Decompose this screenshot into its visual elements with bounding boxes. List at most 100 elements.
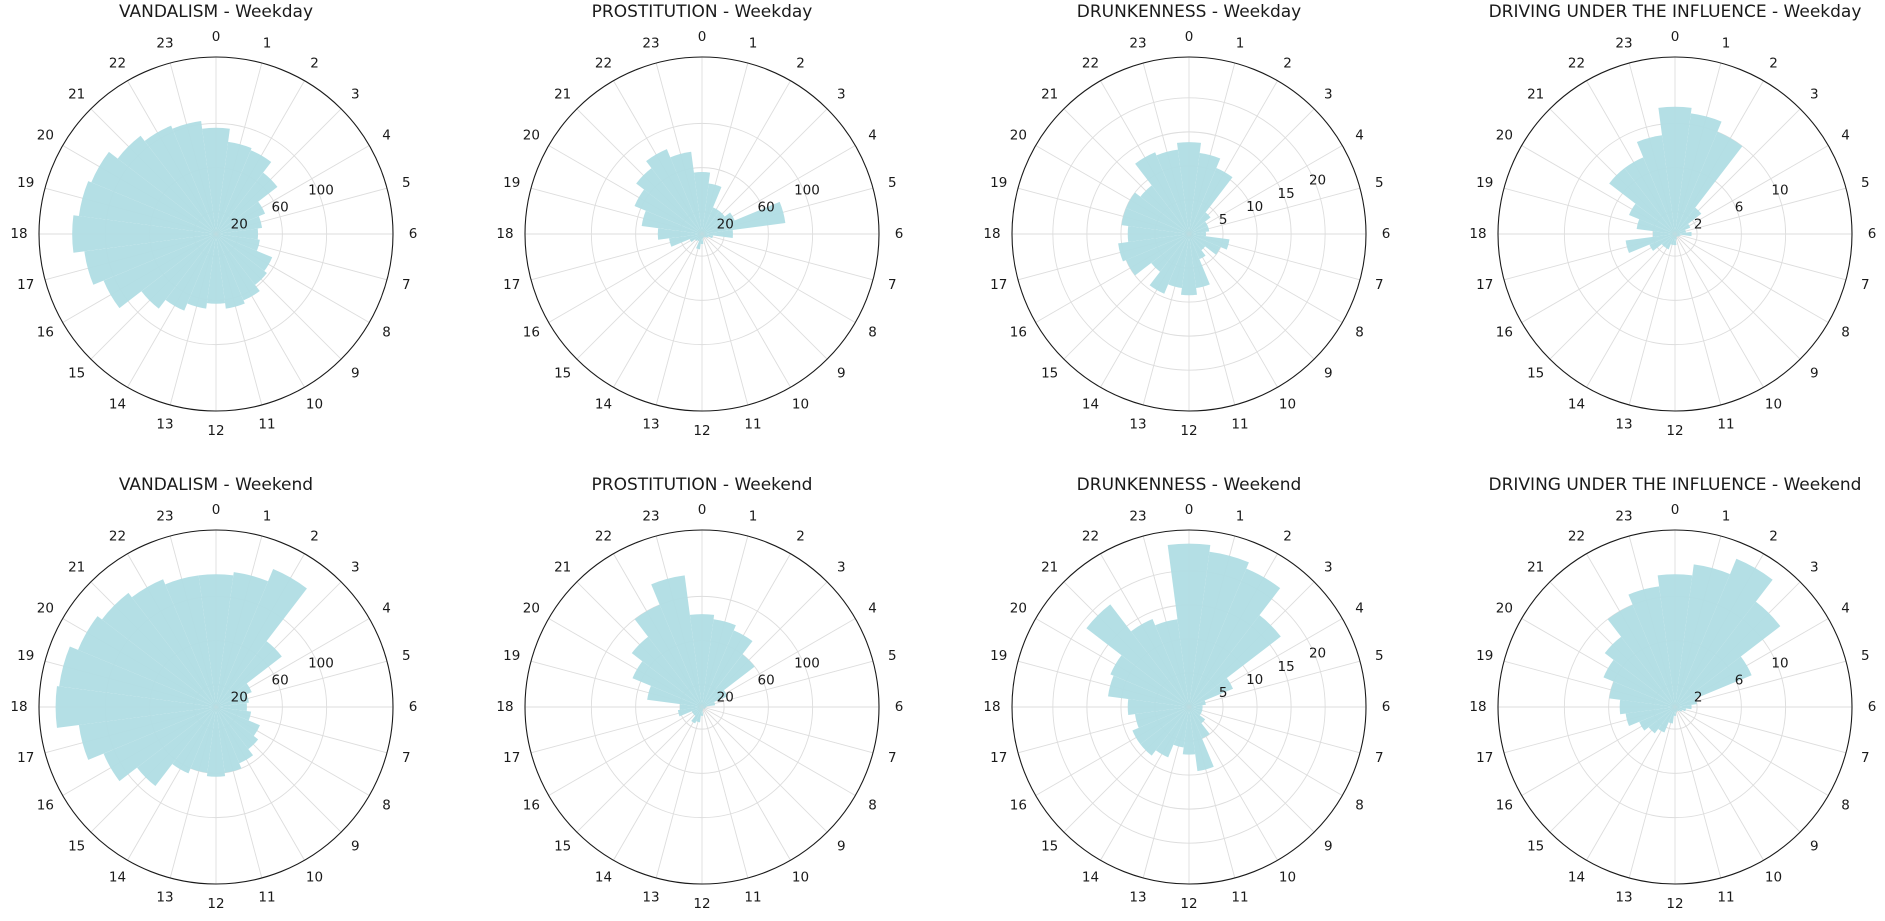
hour-tick-label: 19 xyxy=(1476,175,1493,191)
hour-tick-label: 9 xyxy=(1324,838,1333,854)
hour-tick-label: 18 xyxy=(983,226,1000,242)
bar xyxy=(216,216,263,234)
bar xyxy=(1086,604,1189,707)
bar xyxy=(216,234,260,301)
hour-tick-label: 12 xyxy=(1180,423,1197,439)
radial-tick-label: 15 xyxy=(1278,186,1295,202)
radial-tick-label: 2 xyxy=(1694,216,1703,232)
bar xyxy=(702,183,722,234)
bar xyxy=(1189,705,1203,709)
hour-tick-label: 21 xyxy=(68,87,85,103)
hour-tick-label: 7 xyxy=(1375,750,1384,766)
hour-tick-label: 2 xyxy=(310,55,319,71)
bar xyxy=(1189,677,1234,707)
bar xyxy=(1658,707,1675,733)
bar xyxy=(1675,234,1678,237)
bar xyxy=(651,575,702,707)
bar xyxy=(1668,707,1675,724)
hour-tick-label: 21 xyxy=(68,560,85,576)
hour-tick-label: 9 xyxy=(1810,838,1819,854)
radial-tick-label: 20 xyxy=(1309,646,1326,662)
angular-gridline xyxy=(1188,660,1361,708)
hour-tick-label: 6 xyxy=(409,699,418,715)
hour-tick-label: 8 xyxy=(382,325,391,341)
hour-tick-label: 16 xyxy=(37,798,54,814)
bar xyxy=(689,234,702,243)
radial-tick-label: 20 xyxy=(1309,173,1326,189)
bar xyxy=(1189,221,1208,234)
bar xyxy=(1189,234,1206,260)
bar xyxy=(696,707,702,723)
bar xyxy=(1156,149,1189,234)
hour-tick-label: 23 xyxy=(1129,36,1146,52)
bar xyxy=(55,686,217,728)
radial-tick-label: 6 xyxy=(1735,672,1744,688)
bar xyxy=(679,704,702,710)
hour-tick-label: 12 xyxy=(693,423,710,439)
hour-tick-label: 1 xyxy=(1722,509,1731,525)
bar xyxy=(216,707,252,721)
bar xyxy=(1189,167,1233,234)
bar xyxy=(1664,234,1675,250)
angular-gridline xyxy=(1188,187,1361,235)
polar-chart: 0 123456789101112131415161718192021222320… xyxy=(10,2,417,439)
bar xyxy=(1121,207,1189,234)
bar xyxy=(697,234,702,242)
hour-tick-label: 0 xyxy=(1671,29,1680,45)
bar xyxy=(1167,543,1211,707)
angular-gridline xyxy=(655,233,703,406)
hour-tick-label: 7 xyxy=(402,277,411,293)
hour-tick-label: 15 xyxy=(554,365,571,381)
bar xyxy=(1135,152,1189,234)
bar xyxy=(144,125,216,234)
bar xyxy=(1675,707,1686,712)
bar xyxy=(1609,681,1675,707)
hour-tick-label: 15 xyxy=(554,838,571,854)
bar xyxy=(1675,707,1678,713)
hour-tick-label: 11 xyxy=(1717,889,1734,905)
hour-tick-label: 1 xyxy=(263,509,272,525)
bar xyxy=(646,149,702,234)
angular-gridline xyxy=(576,706,703,833)
bar xyxy=(689,614,715,707)
bar xyxy=(1675,234,1680,237)
radial-tick-label: 20 xyxy=(231,216,248,232)
bar xyxy=(702,690,728,707)
angular-gridline xyxy=(1674,706,1829,796)
hour-tick-label: 1 xyxy=(263,36,272,52)
angular-gridline xyxy=(1674,233,1801,360)
hour-tick-label: 1 xyxy=(749,509,758,525)
hour-tick-label: 13 xyxy=(156,889,173,905)
hour-tick-label: 17 xyxy=(17,750,34,766)
hour-tick-label: 13 xyxy=(1129,889,1146,905)
hour-tick-label: 8 xyxy=(868,325,877,341)
hour-tick-label: 5 xyxy=(402,648,411,664)
angular-gridline xyxy=(701,233,828,360)
hour-tick-label: 2 xyxy=(796,55,805,71)
bar xyxy=(216,150,272,234)
bar xyxy=(1675,558,1773,707)
angular-gridline xyxy=(1674,706,1764,861)
chart-title: DRIVING UNDER THE INFLUENCE - Weekend xyxy=(1489,475,1862,495)
bar xyxy=(1126,234,1189,276)
hour-tick-label: 17 xyxy=(503,750,520,766)
hour-tick-label: 16 xyxy=(523,325,540,341)
bar xyxy=(216,172,278,234)
hour-tick-label: 7 xyxy=(402,750,411,766)
radial-tick-label: 10 xyxy=(1771,183,1788,199)
bar xyxy=(1151,234,1189,272)
hour-tick-label: 23 xyxy=(642,509,659,525)
hour-tick-label: 20 xyxy=(1496,601,1513,617)
chart-title: DRUNKENNESS - Weekend xyxy=(1077,475,1302,495)
bar xyxy=(1149,234,1189,294)
hour-tick-label: 10 xyxy=(792,397,809,413)
angular-gridline xyxy=(1674,706,1801,833)
hour-tick-label: 20 xyxy=(1010,601,1027,617)
hour-tick-label: 8 xyxy=(382,798,391,814)
bar xyxy=(131,579,216,707)
hour-tick-label: 16 xyxy=(1010,325,1027,341)
bar xyxy=(1127,226,1189,242)
hour-tick-label: 22 xyxy=(1082,55,1099,71)
angular-gridline xyxy=(576,233,703,360)
